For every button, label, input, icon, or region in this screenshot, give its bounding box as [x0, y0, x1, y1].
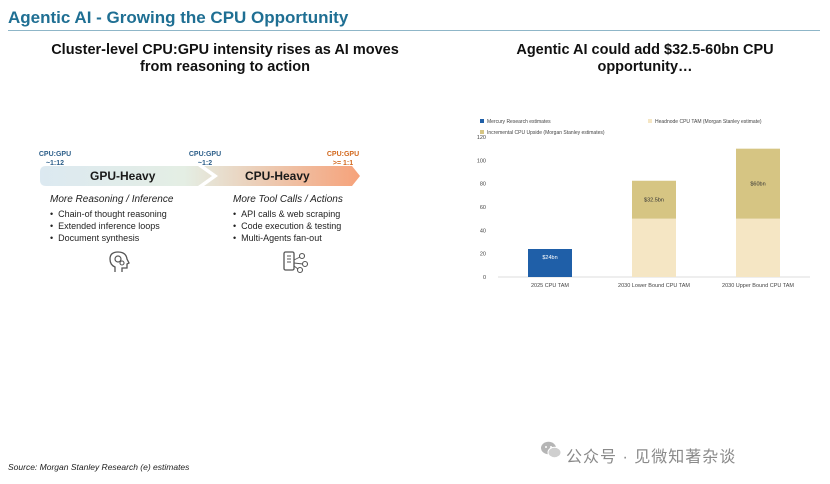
bar-segment: [632, 180, 676, 219]
x-tick-label: 2025 CPU TAM: [531, 283, 569, 289]
ratio-value: ~1:12: [45, 160, 65, 167]
gpu-heavy-label: GPU-Heavy: [90, 169, 156, 183]
cpu-tam-chart: Mercury Research estimates Headnode CPU T…: [470, 115, 820, 295]
reasoning-title: More Reasoning / Inference: [50, 194, 174, 205]
bar-segment: [632, 218, 676, 277]
ratio-label: CPU:GPU: [326, 151, 360, 158]
list-item: Code execution & testing: [233, 220, 341, 232]
tools-title: More Tool Calls / Actions: [233, 194, 343, 205]
left-heading: Cluster-level CPU:GPU intensity rises as…: [30, 42, 420, 76]
bar-segment: [736, 218, 780, 277]
intensity-band-shape: [40, 166, 360, 186]
y-tick-label: 0: [483, 275, 486, 281]
ratio-middle: CPU:GPU ~1:2: [180, 150, 230, 168]
legend-label: Mercury Research estimates: [487, 119, 551, 125]
right-heading-line1: Agentic AI could add $32.5-60bn CPU: [516, 42, 774, 58]
right-heading: Agentic AI could add $32.5-60bn CPU oppo…: [470, 42, 820, 76]
list-item: Multi-Agents fan-out: [233, 232, 341, 244]
list-item: Document synthesis: [50, 232, 167, 244]
y-tick-label: 120: [477, 135, 486, 141]
y-tick-label: 80: [480, 182, 486, 188]
tools-list: API calls & web scraping Code execution …: [233, 208, 341, 244]
y-tick-label: 60: [480, 205, 486, 211]
bar-segment: [528, 249, 572, 277]
head-gears-icon: [109, 251, 130, 272]
y-tick-label: 20: [480, 252, 486, 258]
page-title: Agentic AI - Growing the CPU Opportunity: [8, 8, 349, 27]
right-heading-line2: opportunity…: [597, 59, 693, 75]
data-label: $60bn: [750, 182, 765, 188]
legend-swatch: [480, 119, 484, 123]
list-item: Extended inference loops: [50, 220, 167, 232]
ratio-label: CPU:GPU: [38, 151, 72, 158]
legend-label: Incremental CPU Upside (Morgan Stanley e…: [487, 130, 605, 136]
cpu-heavy-label: CPU-Heavy: [245, 169, 310, 183]
ratio-value: >= 1:1: [332, 160, 354, 167]
list-item: API calls & web scraping: [233, 208, 341, 220]
title-divider: [8, 30, 820, 31]
phone-network-icon: [283, 251, 309, 274]
data-label: $32.5bn: [644, 198, 664, 204]
ratio-cpu-heavy: CPU:GPU >= 1:1: [318, 150, 368, 168]
x-tick-label: 2030 Lower Bound CPU TAM: [618, 283, 690, 289]
y-tick-label: 40: [480, 228, 486, 234]
legend-swatch: [480, 130, 484, 134]
left-heading-line2: from reasoning to action: [140, 59, 310, 75]
intensity-band: GPU-Heavy CPU-Heavy: [40, 166, 360, 186]
legend-swatch: [648, 119, 652, 123]
legend-label: Headnode CPU TAM (Morgan Stanley estimat…: [655, 119, 762, 125]
watermark-text: 公众号 · 见微知著杂谈: [566, 449, 737, 466]
data-label: $24bn: [542, 255, 557, 261]
list-item: Chain-of thought reasoning: [50, 208, 167, 220]
reasoning-list: Chain-of thought reasoning Extended infe…: [50, 208, 167, 244]
bar-segment: [736, 148, 780, 219]
y-tick-label: 100: [477, 158, 486, 164]
x-tick-label: 2030 Upper Bound CPU TAM: [722, 283, 794, 289]
ratio-label: CPU:GPU: [188, 151, 222, 158]
source-note: Source: Morgan Stanley Research (e) esti…: [8, 462, 190, 472]
ratio-gpu-heavy: CPU:GPU ~1:12: [30, 150, 80, 168]
wechat-icon: [541, 441, 562, 459]
left-heading-line1: Cluster-level CPU:GPU intensity rises as…: [51, 42, 399, 58]
cpu-tam-chart-svg: Mercury Research estimates Headnode CPU T…: [477, 119, 810, 289]
ratio-value: ~1:2: [197, 160, 213, 167]
